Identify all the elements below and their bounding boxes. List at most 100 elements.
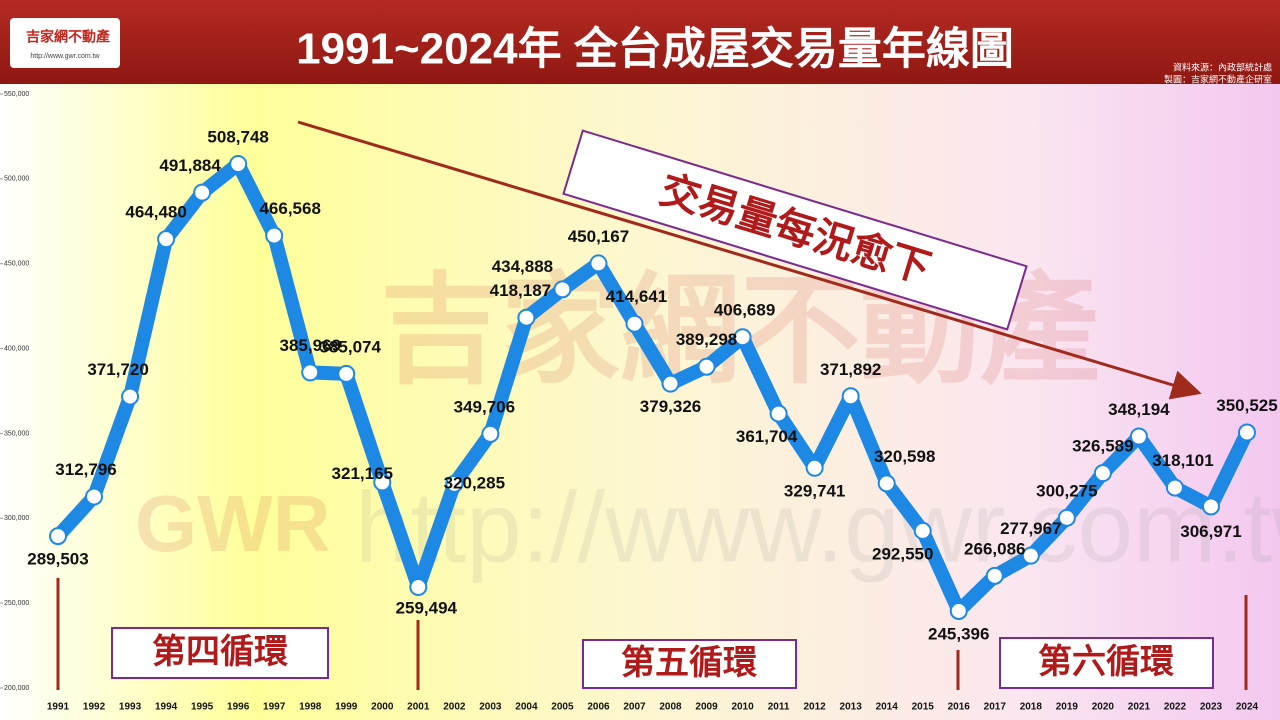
data-point	[661, 374, 680, 393]
data-point	[301, 363, 320, 382]
value-label: 289,503	[27, 550, 88, 569]
y-tick-label: 450,000	[4, 261, 29, 268]
y-tick-label: 200,000	[4, 685, 29, 692]
data-point	[373, 473, 392, 492]
value-label: 318,101	[1152, 451, 1213, 470]
data-point	[985, 566, 1004, 585]
watermark-url: http://www.gwr.com.tw	[355, 471, 1280, 583]
trend-arrow	[297, 120, 1202, 400]
data-point	[121, 387, 140, 406]
x-tick-label: 2011	[768, 702, 790, 713]
data-point	[1129, 427, 1148, 446]
value-label: 348,194	[1108, 400, 1170, 419]
value-label: 406,689	[714, 301, 775, 320]
cycle-box	[999, 637, 1214, 689]
data-point	[1238, 423, 1256, 442]
logo-name: 吉家網不動產	[26, 29, 110, 45]
x-tick-label: 2017	[984, 702, 1007, 713]
value-label: 371,720	[87, 360, 148, 379]
x-tick-label: 1994	[155, 702, 178, 713]
data-point	[265, 226, 284, 245]
x-tick-label: 2012	[804, 702, 827, 713]
value-label: 245,396	[928, 624, 989, 643]
trend-box-frame	[562, 129, 1028, 331]
data-point	[85, 487, 104, 506]
x-tick-label: 2013	[840, 702, 863, 713]
value-label: 266,086	[964, 539, 1025, 558]
x-tick-label: 2006	[587, 702, 610, 713]
value-label: 349,706	[454, 397, 515, 416]
x-tick-label: 1997	[263, 702, 286, 713]
data-point	[337, 364, 356, 383]
data-point	[733, 328, 752, 347]
data-point	[229, 155, 248, 174]
x-tick-label: 2022	[1164, 702, 1187, 713]
x-tick-label: 2003	[479, 702, 502, 713]
y-tick-label: 500,000	[4, 176, 29, 183]
value-label: 414,641	[606, 287, 667, 306]
data-line	[51, 157, 1254, 618]
x-tick-label: 2005	[551, 702, 574, 713]
data-point	[49, 527, 67, 546]
x-tick-label: 2024	[1236, 702, 1259, 713]
value-label: 292,550	[872, 544, 933, 563]
y-tick-label: 250,000	[4, 600, 29, 607]
x-tick-label: 1995	[191, 702, 214, 713]
value-label: 418,187	[490, 281, 551, 300]
value-label: 491,884	[159, 156, 221, 175]
data-point	[157, 230, 176, 249]
data-point	[913, 521, 932, 540]
x-tick-label: 2018	[1020, 702, 1043, 713]
data-point	[1201, 497, 1220, 516]
chart-title: 1991~2024年 全台成屋交易量年線圖	[296, 24, 1014, 74]
x-tick-label: 1992	[83, 702, 106, 713]
data-point	[409, 578, 428, 597]
x-tick-label: 2010	[731, 702, 754, 713]
cycle-dividers	[56, 578, 1248, 690]
value-label: 389,298	[676, 330, 737, 349]
value-label: 466,568	[259, 199, 320, 218]
value-label: 385,074	[320, 337, 382, 356]
value-label: 300,275	[1036, 481, 1097, 500]
value-label: 385,969	[279, 336, 340, 355]
x-tick-label: 2000	[371, 702, 394, 713]
data-point	[445, 474, 464, 493]
value-label: 464,480	[125, 203, 186, 222]
x-tick-label: 1999	[335, 702, 358, 713]
x-tick-label: 2016	[948, 702, 971, 713]
logo-box	[10, 18, 120, 68]
value-label: 320,285	[444, 473, 505, 492]
value-label: 361,704	[736, 427, 798, 446]
watermark-brand: GWR	[135, 479, 331, 568]
x-tick-label: 2023	[1200, 702, 1223, 713]
value-label: 329,741	[784, 481, 845, 500]
x-tick-label: 1998	[299, 702, 322, 713]
x-tick-label: 2008	[659, 702, 682, 713]
data-point	[1165, 478, 1184, 497]
cycle-box	[111, 627, 329, 679]
value-label: 371,892	[820, 360, 881, 379]
x-tick-label: 2009	[695, 702, 718, 713]
value-label: 312,796	[55, 460, 116, 479]
value-label: 259,494	[396, 599, 458, 618]
data-point	[697, 357, 716, 376]
value-label: 434,888	[492, 257, 553, 276]
x-tick-label: 1993	[119, 702, 142, 713]
data-point	[805, 458, 824, 477]
value-label: 508,748	[207, 127, 268, 146]
header	[0, 0, 1280, 84]
y-tick-label: 300,000	[4, 515, 29, 522]
value-label: 450,167	[568, 227, 629, 246]
x-tick-label: 2002	[443, 702, 466, 713]
x-tick-label: 2021	[1128, 702, 1151, 713]
cycle-box	[582, 639, 797, 689]
x-tick-label: 2004	[515, 702, 538, 713]
y-tick-label: 350,000	[4, 430, 29, 437]
source: 資料來源：內政部統計處	[1173, 61, 1272, 72]
x-tick-label: 1996	[227, 702, 250, 713]
value-label: 277,967	[1000, 519, 1061, 538]
x-tick-label: 1991	[47, 702, 70, 713]
cycle-label: 第五循環	[621, 644, 757, 682]
